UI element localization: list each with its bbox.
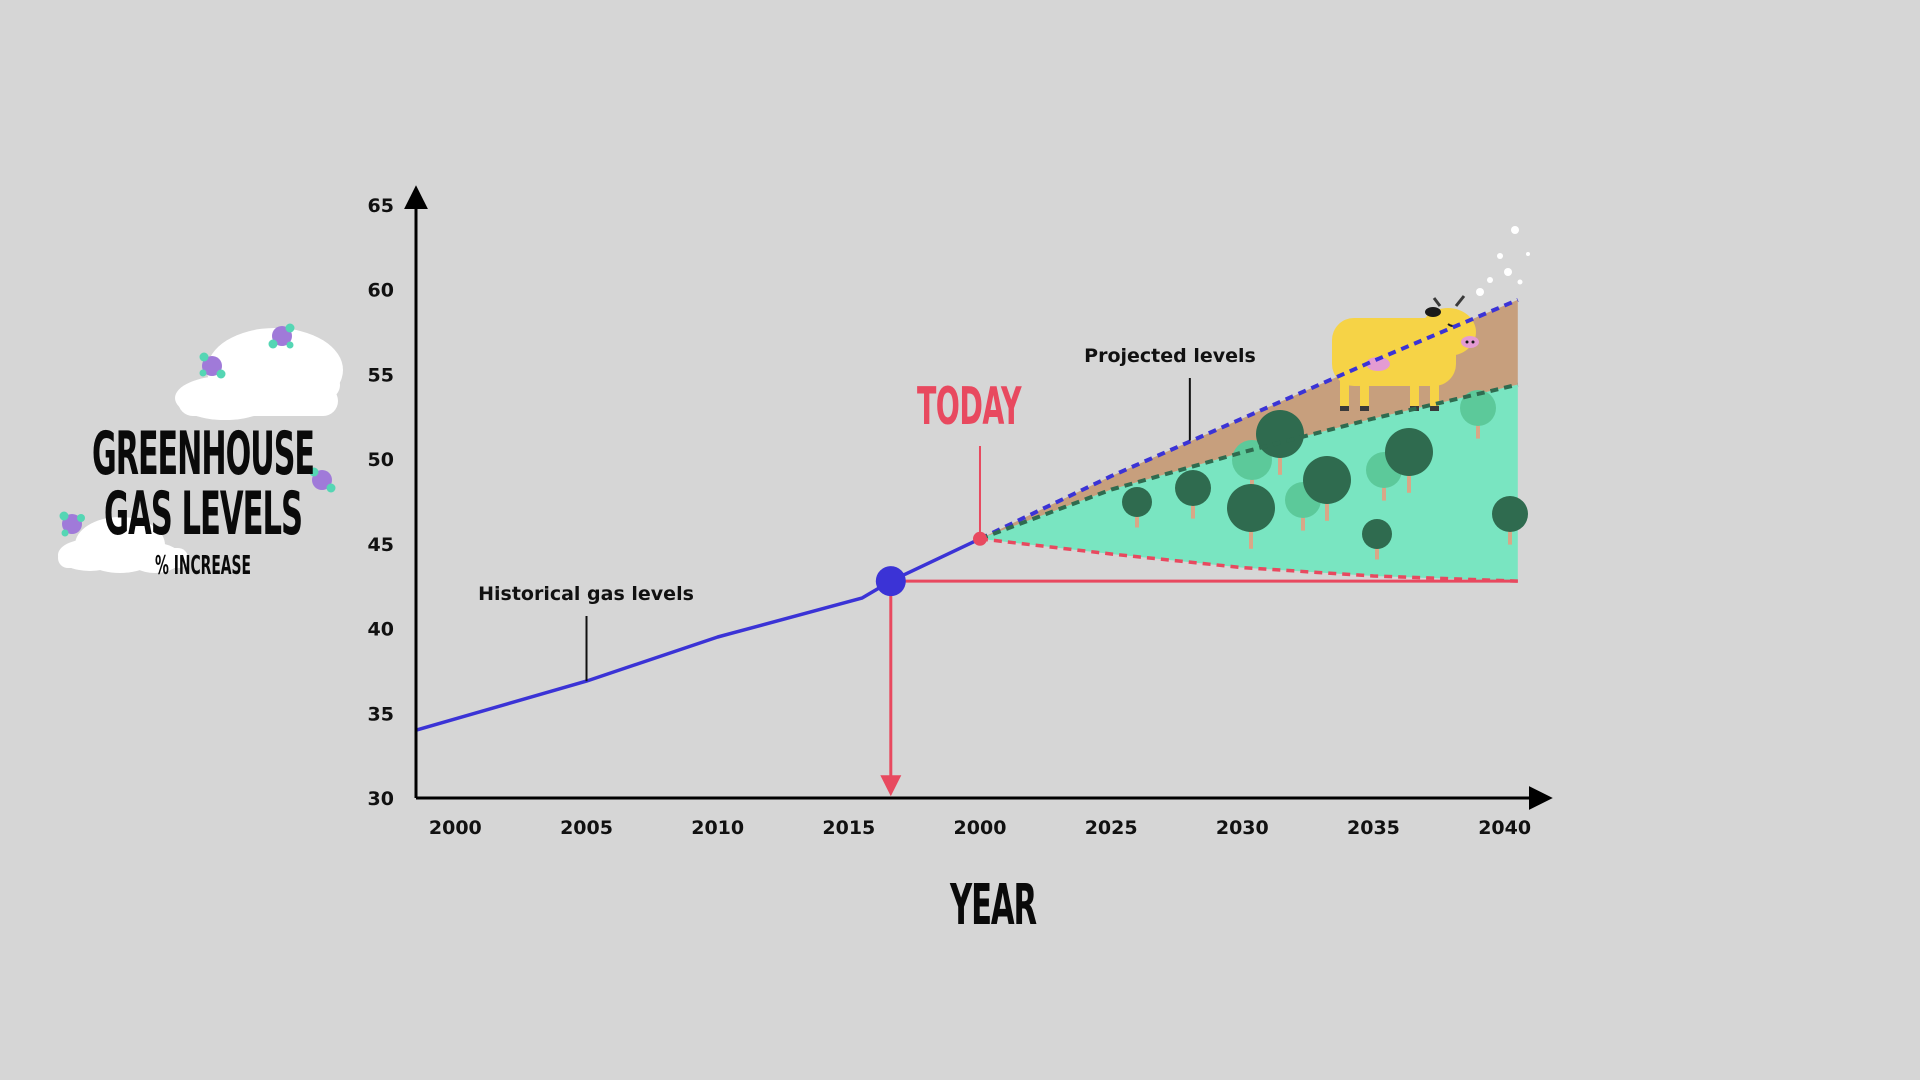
title-line-2: GAS LEVELS [104,479,302,549]
tree-icon [1232,440,1272,494]
marker-today [972,531,987,546]
today-annotation: TODAY [917,377,1023,533]
projected-annotation: Projected levels [1084,345,1256,441]
historical-label: Historical gas levels [478,583,694,605]
y-tick-labels: 30 35 40 45 50 55 60 65 [368,195,394,810]
tree-icon [1122,487,1152,528]
y-tick-label: 35 [368,703,394,725]
axes [404,185,1553,810]
x-tick-label: 2015 [822,817,875,839]
y-tick-label: 50 [368,449,394,471]
tree-icon [1256,410,1304,475]
tree-icon [1385,428,1433,493]
x-tick-label: 2025 [1085,817,1138,839]
y-tick-label: 45 [368,534,394,556]
tree-icon [1362,519,1392,560]
markers [875,531,987,597]
x-tick-label: 2040 [1478,817,1531,839]
x-tick-label: 2000 [954,817,1007,839]
series-line-historical [415,537,981,732]
x-tick-label: 2035 [1347,817,1400,839]
molecule-icon [309,467,336,493]
today-label: TODAY [917,377,1022,437]
x-tick-labels: 2000 2005 2010 2015 2000 2025 2030 2035 2040 [429,817,1531,839]
series-line-projected-lower [979,537,1518,583]
projected-label: Projected levels [1084,345,1256,367]
tree-icon [1303,456,1351,521]
x-tick-label: 2010 [691,817,744,839]
tree-icon [1227,484,1275,549]
trees-group [1122,390,1528,560]
molecule-icon [199,352,226,379]
tree-icon [1460,390,1496,439]
cloud-icon [175,328,343,420]
y-tick-label: 65 [368,195,394,217]
molecule-icon [268,323,295,349]
marker-crossing [875,566,906,597]
y-tick-label: 55 [368,364,394,386]
title-line-1: GREENHOUSE [92,419,314,489]
tree-icon [1492,496,1528,545]
series-lines [415,298,1519,797]
x-tick-label: 2000 [429,817,482,839]
tree-icon [1175,470,1211,519]
y-tick-label: 30 [368,788,394,810]
molecule-icon [59,511,85,537]
x-axis-title: YEAR [949,873,1036,938]
y-tick-label: 60 [368,280,394,302]
x-tick-label: 2030 [1216,817,1269,839]
title-block: GREENHOUSE GAS LEVELS % INCREASE [58,323,343,581]
cloud-icon [58,517,188,573]
y-tick-label: 40 [368,619,394,641]
historical-annotation: Historical gas levels [478,583,694,682]
title-subtitle: % INCREASE [155,551,251,581]
x-tick-label: 2005 [560,817,613,839]
